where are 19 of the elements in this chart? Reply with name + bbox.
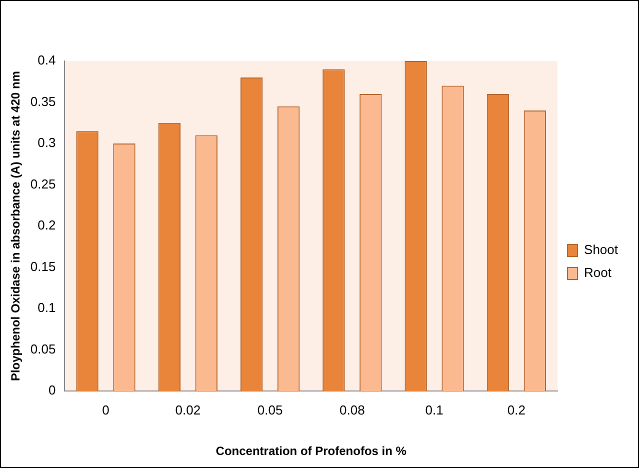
y-tick-label: 0.35 [30,94,56,109]
x-tick-label: 0.08 [340,402,365,418]
y-tick-label: 0.15 [30,258,56,274]
y-tick-label: 0.2 [38,218,56,233]
y-tick-label: 0.05 [30,341,56,356]
y-tick-label: 0.4 [38,52,56,68]
y-tick-label: 0.3 [38,135,56,150]
x-tick-label: 0.2 [507,402,526,418]
x-tick-label: 0 [102,402,110,418]
x-tick-label: 0.05 [257,402,283,418]
y-tick-label: 0 [48,382,56,398]
x-tick-label: 0.02 [175,402,201,418]
x-tick-label: 0.1 [425,402,444,418]
y-tick-label: 0.1 [38,300,56,316]
legend-label: Shoot [584,242,618,258]
y-axis-title: Ployphenol Oxidase in absorbance (A) units at 420 nm [8,70,23,382]
x-axis-title: Concentration of Profenofos in % [216,444,407,458]
y-tick-label: 0.25 [30,176,56,192]
legend-label: Root [584,265,612,280]
